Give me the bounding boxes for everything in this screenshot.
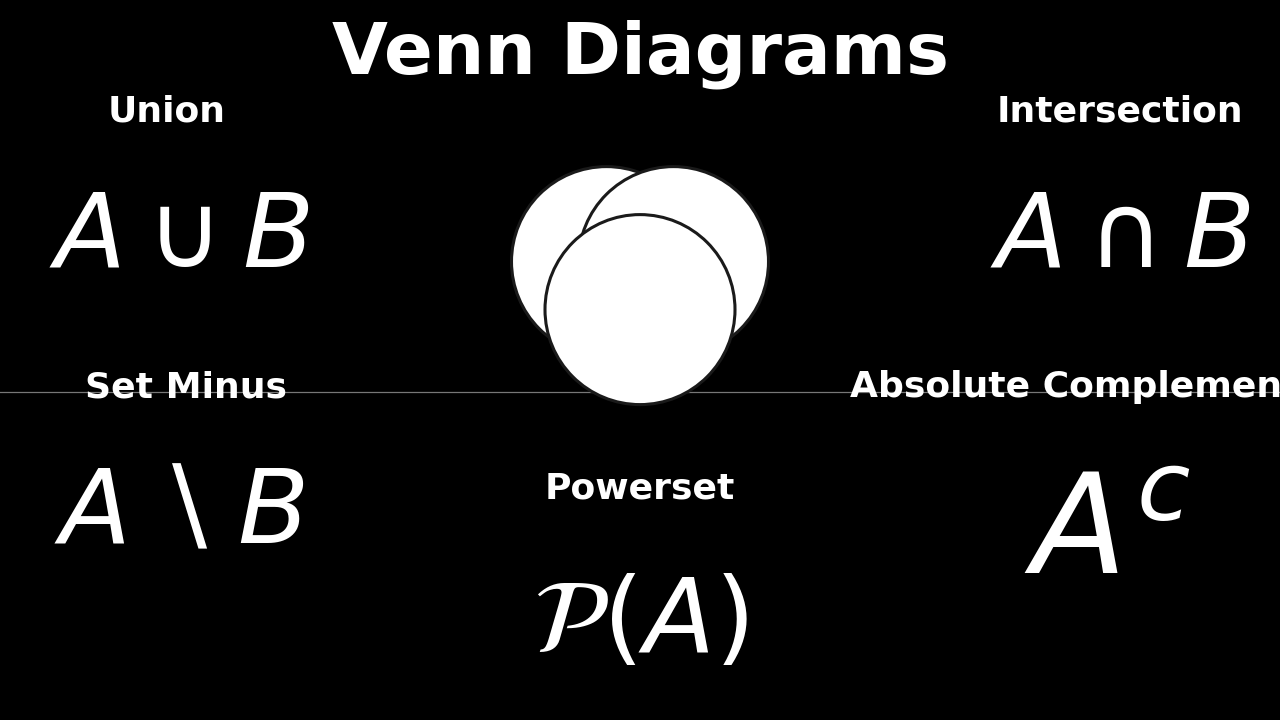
Text: $A \cap B$: $A \cap B$ xyxy=(989,186,1251,289)
Text: $A^c$: $A^c$ xyxy=(1024,469,1190,603)
Text: $A \cup B$: $A \cup B$ xyxy=(49,186,310,289)
Text: Venn Diagrams: Venn Diagrams xyxy=(332,19,948,89)
Text: Powerset: Powerset xyxy=(545,471,735,505)
Text: Union: Union xyxy=(108,94,225,129)
Text: $\mathcal{P}(A)$: $\mathcal{P}(A)$ xyxy=(532,572,748,674)
Text: Intersection: Intersection xyxy=(997,94,1243,129)
Circle shape xyxy=(512,166,701,356)
Circle shape xyxy=(545,215,735,405)
Text: Absolute Complement: Absolute Complement xyxy=(850,370,1280,405)
Text: $A \setminus B$: $A \setminus B$ xyxy=(54,464,305,566)
Text: Set Minus: Set Minus xyxy=(84,370,287,405)
Circle shape xyxy=(579,166,768,356)
